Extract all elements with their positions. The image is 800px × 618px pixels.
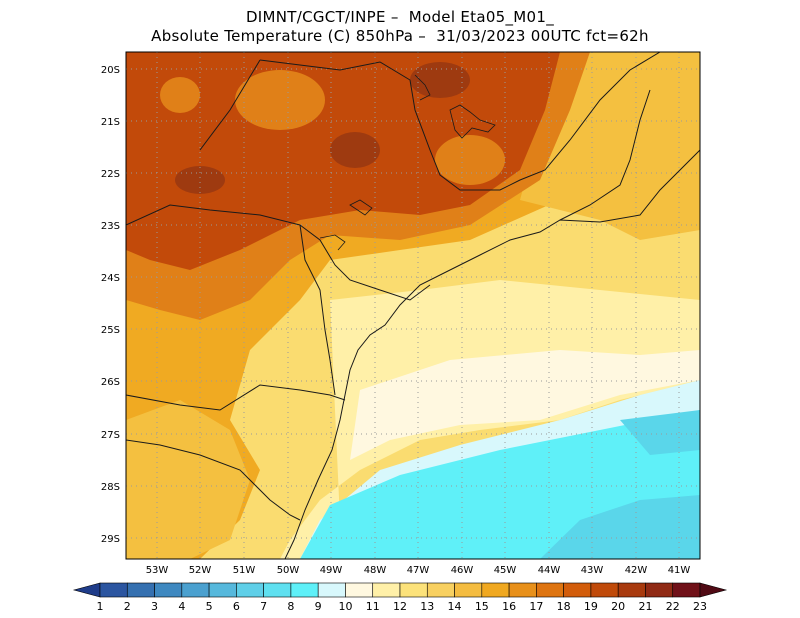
colorbar-label: 17	[529, 600, 543, 613]
lon-axis: 53W 52W 51W 50W 49W 48W 47W 46W 45W 44W …	[146, 565, 691, 576]
colorbar-label: 9	[315, 600, 322, 613]
map-title-line2: Absolute Temperature (C) 850hPa – 31/03/…	[151, 27, 649, 45]
colorbar-label: 21	[638, 600, 652, 613]
map-title-line1: DIMNT/CGCT/INPE – Model Eta05_M01_	[245, 8, 555, 26]
field-light-orange-sw	[126, 400, 250, 559]
lon-label: 41W	[668, 565, 691, 576]
colorbar-label: 5	[206, 600, 213, 613]
field-very-hot2	[175, 166, 225, 194]
lat-label: 25S	[101, 325, 120, 336]
temperature-field	[126, 52, 700, 559]
colorbar-label: 2	[124, 600, 131, 613]
colorbar-swatch	[672, 582, 701, 598]
lon-label: 44W	[538, 565, 561, 576]
lon-label: 46W	[451, 565, 474, 576]
lon-label: 43W	[581, 565, 604, 576]
field-very-hot1	[330, 132, 380, 168]
colorbar-swatch	[99, 582, 128, 598]
colorbar-swatch	[236, 582, 264, 598]
colorbar-swatch	[508, 582, 537, 598]
lat-label: 26S	[101, 377, 120, 388]
lat-label: 20S	[101, 65, 120, 76]
colorbar-label: 22	[666, 600, 680, 613]
lon-label: 53W	[146, 565, 169, 576]
coastline	[284, 149, 700, 559]
border-pr-west	[299, 224, 336, 396]
lat-axis: 20S 21S 22S 23S 24S 25S 26S 27S 28S 29S	[101, 65, 120, 545]
colorbar-swatch	[699, 582, 728, 598]
lon-label: 49W	[320, 565, 343, 576]
colorbar-label: 20	[611, 600, 625, 613]
colorbar-label: 10	[338, 600, 352, 613]
political-borders	[126, 52, 700, 559]
colorbar-swatch	[481, 582, 510, 598]
lon-label: 52W	[189, 565, 212, 576]
colorbar-swatch	[372, 582, 401, 598]
lat-label: 22S	[101, 169, 120, 180]
colorbar-swatch	[317, 582, 346, 598]
colorbar-swatch	[154, 582, 183, 598]
colorbar-swatch	[72, 582, 101, 598]
colorbar-swatch	[617, 582, 646, 598]
colorbar-swatch	[645, 582, 674, 598]
border-ms-sp	[126, 204, 301, 226]
border-mg-sp	[259, 52, 661, 191]
lon-label: 51W	[233, 565, 256, 576]
colorbar-swatch	[399, 582, 428, 598]
colorbar-swatch	[181, 582, 210, 598]
lon-label: 42W	[625, 565, 648, 576]
reservoirs	[319, 74, 496, 251]
colorbar-label: 6	[233, 600, 240, 613]
colorbar-label: 8	[287, 600, 294, 613]
colorbar-swatch	[454, 582, 483, 598]
colorbar-label: 3	[151, 600, 158, 613]
colorbar-swatch	[590, 582, 619, 598]
colorbar-swatch	[563, 582, 592, 598]
lon-label: 45W	[494, 565, 517, 576]
field-blue-cyan	[540, 495, 700, 559]
field-warm-spot2	[160, 77, 200, 113]
field-warm-spot3	[435, 135, 505, 185]
lon-label: 48W	[364, 565, 387, 576]
lon-label: 50W	[277, 565, 300, 576]
colorbar: 1 2 3 4 5 6 7 8 9 10 11 12 13 14 15 16 17 18 19 20 21 22 23	[72, 582, 728, 613]
colorbar-label: 18	[557, 600, 571, 613]
border-pr-sc	[126, 384, 346, 411]
colorbar-label: 13	[420, 600, 434, 613]
colorbar-swatch	[345, 582, 374, 598]
colorbar-label: 4	[178, 600, 185, 613]
colorbar-label: 7	[260, 600, 267, 613]
colorbar-label: 1	[97, 600, 104, 613]
field-blue-cyan2	[620, 410, 700, 455]
field-very-hot3	[410, 62, 470, 98]
colorbar-swatch	[536, 582, 564, 598]
lat-label: 23S	[101, 221, 120, 232]
lat-label: 29S	[101, 534, 120, 545]
colorbar-swatch	[126, 582, 155, 598]
lat-label: 21S	[101, 117, 120, 128]
lon-label: 47W	[407, 565, 430, 576]
border-sp-pr	[299, 224, 431, 301]
colorbar-label: 23	[693, 600, 707, 613]
colorbar-swatch	[290, 582, 319, 598]
field-warm-spot1	[235, 70, 325, 130]
colorbar-swatch	[426, 582, 455, 598]
colorbar-label: 11	[366, 600, 380, 613]
map-frame	[125, 51, 701, 560]
colorbar-label: 16	[502, 600, 516, 613]
border-ms-mg	[199, 59, 261, 151]
border-sc-rs	[126, 439, 301, 521]
field-cream	[350, 350, 700, 460]
lat-label: 27S	[101, 430, 120, 441]
colorbar-label: 14	[448, 600, 462, 613]
lat-label: 24S	[101, 273, 120, 284]
border-rj	[559, 89, 651, 221]
colorbar-swatch	[208, 582, 237, 598]
lat-label: 28S	[101, 482, 120, 493]
colorbar-swatch	[263, 582, 292, 598]
colorbar-label: 19	[584, 600, 598, 613]
colorbar-label: 12	[393, 600, 407, 613]
colorbar-label: 15	[475, 600, 489, 613]
